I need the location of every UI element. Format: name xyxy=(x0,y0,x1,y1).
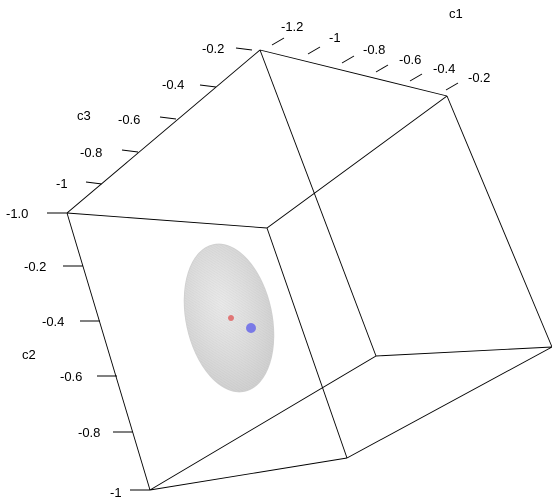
x-tick xyxy=(341,55,355,64)
y-tick-label: -0.4 xyxy=(42,314,64,329)
box-edge xyxy=(66,49,261,214)
x-tick xyxy=(445,82,459,91)
box-edge xyxy=(266,95,448,229)
box-edge xyxy=(259,49,377,357)
z-tick-label: -0.4 xyxy=(162,77,184,92)
z-tick xyxy=(85,181,103,185)
x-tick-label: -1 xyxy=(329,30,341,45)
box-edge xyxy=(66,212,268,229)
box-edge xyxy=(149,355,377,491)
y-tick-label: -0.8 xyxy=(78,425,100,440)
y-tick-label: -0.2 xyxy=(24,259,46,274)
z-tick-label: -0.8 xyxy=(80,145,102,160)
x-axis: -1.2 -1 -0.8 -0.6 -0.4 -0.2 c1 xyxy=(271,6,490,91)
z-tick-label: -0.6 xyxy=(118,112,140,127)
z-axis-label: c3 xyxy=(77,108,91,123)
box-edge xyxy=(66,212,151,491)
y-axis: -1.0 -0.2 -0.4 -0.6 -0.8 -1 c2 xyxy=(6,206,150,500)
z-tick-label: -1 xyxy=(56,176,68,191)
x-tick-label: -0.6 xyxy=(399,52,421,67)
z-tick xyxy=(235,47,253,51)
x-tick-label: -1.2 xyxy=(281,19,303,34)
x-tick xyxy=(271,37,285,46)
x-tick xyxy=(375,64,389,73)
x-tick xyxy=(307,46,321,55)
box-edge xyxy=(446,95,552,348)
box-edge xyxy=(375,346,552,357)
box-edge xyxy=(346,346,552,459)
box-edge xyxy=(266,227,348,459)
z-tick xyxy=(121,149,139,153)
y-tick-label: -1 xyxy=(110,485,122,500)
x-tick-label: -0.8 xyxy=(363,42,385,57)
x-tick xyxy=(409,73,423,82)
x-tick-label: -0.2 xyxy=(468,70,490,85)
box-edge xyxy=(149,457,348,491)
z-tick xyxy=(199,84,217,88)
data-point xyxy=(228,315,234,321)
y-axis-label: c2 xyxy=(22,347,36,362)
bounding-box xyxy=(66,49,552,491)
z-axis: -0.2 -0.4 -0.6 -0.8 -1 c3 xyxy=(56,41,253,191)
x-axis-label: c1 xyxy=(449,6,463,21)
x-tick-label: -0.4 xyxy=(433,61,455,76)
z-tick-label: -0.2 xyxy=(202,41,224,56)
data-point xyxy=(246,323,256,333)
y-tick-label: -1.0 xyxy=(6,206,28,221)
z-tick xyxy=(159,116,177,120)
box-edge xyxy=(259,49,448,97)
y-tick-label: -0.6 xyxy=(60,369,82,384)
